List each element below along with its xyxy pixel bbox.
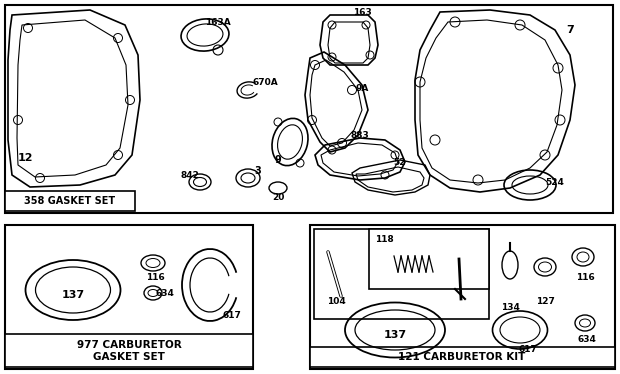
- Text: 9: 9: [275, 155, 281, 165]
- Text: 9A: 9A: [355, 83, 369, 92]
- Text: 524: 524: [546, 178, 564, 187]
- Text: 12: 12: [17, 153, 33, 163]
- Bar: [5, 5, 613, 213]
- Text: 137: 137: [383, 330, 407, 340]
- Bar: [5, 334, 253, 367]
- Text: 617: 617: [223, 310, 241, 319]
- Text: 20: 20: [272, 193, 284, 202]
- Text: 118: 118: [374, 234, 393, 243]
- Text: 617: 617: [518, 346, 538, 355]
- Text: 127: 127: [536, 297, 554, 307]
- Text: 883: 883: [351, 131, 370, 140]
- Text: 163: 163: [353, 7, 371, 16]
- Text: 116: 116: [575, 273, 595, 282]
- Bar: [369, 229, 489, 289]
- Text: 977 CARBURETOR
GASKET SET: 977 CARBURETOR GASKET SET: [77, 340, 182, 362]
- Text: 52: 52: [394, 157, 406, 166]
- Text: 634: 634: [156, 288, 174, 297]
- Text: 3: 3: [255, 166, 262, 176]
- Bar: [310, 225, 615, 369]
- Text: 842: 842: [180, 171, 200, 180]
- Bar: [5, 225, 253, 369]
- Bar: [5, 191, 135, 211]
- Bar: [314, 229, 489, 319]
- Text: 163A: 163A: [205, 18, 231, 27]
- Text: 116: 116: [146, 273, 164, 282]
- Text: 134: 134: [500, 303, 520, 312]
- Text: 121 CARBURETOR KIT: 121 CARBURETOR KIT: [398, 352, 526, 362]
- Text: 7: 7: [566, 25, 574, 35]
- Text: 634: 634: [578, 335, 596, 344]
- Text: 137: 137: [61, 290, 84, 300]
- Text: 104: 104: [327, 297, 345, 307]
- Text: 358 GASKET SET: 358 GASKET SET: [24, 196, 115, 206]
- Bar: [310, 347, 615, 367]
- Text: 670A: 670A: [252, 77, 278, 86]
